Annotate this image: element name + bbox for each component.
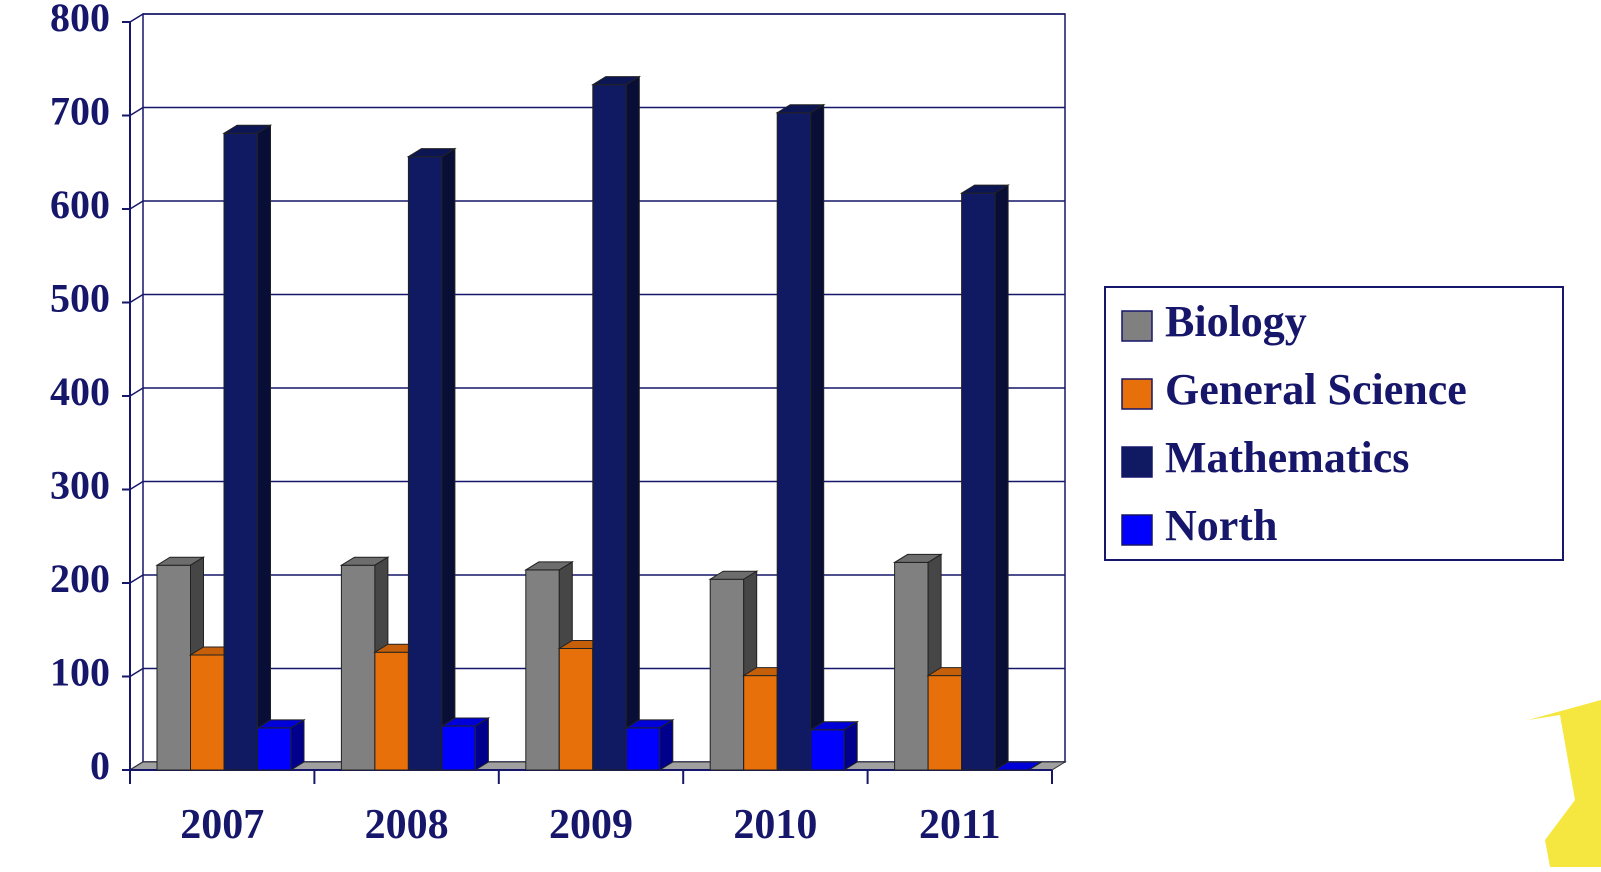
bar-front — [961, 192, 996, 771]
bar — [440, 717, 491, 771]
bar — [591, 75, 642, 771]
bar-side — [441, 147, 456, 771]
legend-swatch — [1121, 446, 1153, 478]
grid-line — [129, 13, 144, 23]
grid-line — [129, 387, 144, 397]
legend-label: Mathematics — [1165, 433, 1409, 482]
x-tick-label: 2010 — [733, 802, 817, 848]
bar-side — [257, 124, 271, 771]
legend-label: General Science — [1165, 365, 1467, 414]
bar-front — [223, 132, 258, 771]
y-tick-label: 400 — [50, 369, 110, 414]
grid-line — [129, 200, 144, 210]
bar — [993, 761, 1044, 771]
star-decoration — [1528, 700, 1601, 867]
bar — [255, 719, 306, 771]
bar — [775, 103, 826, 771]
legend-label: Biology — [1165, 297, 1307, 346]
bar-front — [407, 156, 443, 771]
x-tick-label: 2009 — [549, 802, 633, 848]
bar-front — [927, 675, 963, 771]
bar-front — [156, 564, 191, 771]
grid-line — [129, 667, 144, 678]
x-tick-label: 2008 — [365, 802, 449, 848]
bar-front — [894, 561, 929, 771]
bar-front — [190, 654, 225, 771]
bar-front — [592, 84, 627, 771]
bar-side — [1028, 761, 1042, 771]
legend-swatch — [1121, 514, 1153, 546]
bar-front — [257, 727, 292, 771]
x-tick-label: 2011 — [919, 802, 1001, 848]
bar-front — [340, 564, 376, 771]
bar-side — [994, 184, 1009, 771]
y-tick-label: 600 — [50, 182, 110, 227]
legend-label: North — [1165, 501, 1277, 550]
legend — [1104, 286, 1564, 561]
grid-line — [129, 106, 144, 117]
bar-side — [810, 103, 825, 771]
bar — [624, 719, 675, 771]
bar-side — [843, 720, 858, 771]
y-tick-label: 700 — [50, 89, 110, 134]
bar-front — [776, 112, 812, 771]
y-tick-label: 200 — [50, 556, 110, 601]
y-tick-label: 100 — [50, 650, 110, 695]
bar-side — [290, 719, 305, 771]
y-tick-label: 0 — [90, 743, 110, 788]
bar-side — [659, 719, 674, 771]
legend-swatch — [1121, 310, 1153, 342]
grid-line — [129, 574, 144, 584]
y-tick-label: 300 — [50, 463, 110, 508]
y-tick-label: 500 — [50, 276, 110, 321]
legend-swatch — [1121, 378, 1153, 410]
bar-front — [525, 569, 560, 771]
bar — [406, 147, 457, 771]
bar-front — [374, 651, 409, 771]
bar — [808, 720, 859, 771]
x-tick-label: 2007 — [180, 802, 264, 848]
bar — [959, 184, 1010, 771]
bar-front — [441, 725, 476, 771]
bar-front — [625, 727, 661, 771]
grid-line — [129, 293, 144, 304]
bar — [222, 124, 273, 771]
bar-front — [709, 578, 745, 771]
bar-front — [810, 729, 845, 771]
y-tick-label: 800 — [50, 0, 110, 40]
bar-front — [558, 647, 594, 771]
grid-line — [129, 480, 144, 491]
bar-front — [743, 675, 778, 771]
bar-side — [474, 717, 489, 771]
bar-side — [625, 75, 640, 771]
